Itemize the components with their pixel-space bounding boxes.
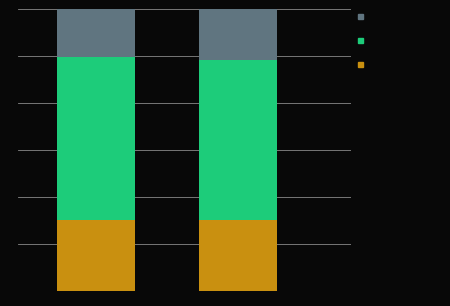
- Bar: [198, 9, 277, 60]
- Bar: [57, 57, 135, 220]
- Bar: [198, 220, 277, 291]
- Bar: [57, 220, 135, 291]
- Bar: [57, 9, 135, 57]
- Bar: [198, 60, 277, 220]
- Legend: , , : , ,: [354, 9, 367, 73]
